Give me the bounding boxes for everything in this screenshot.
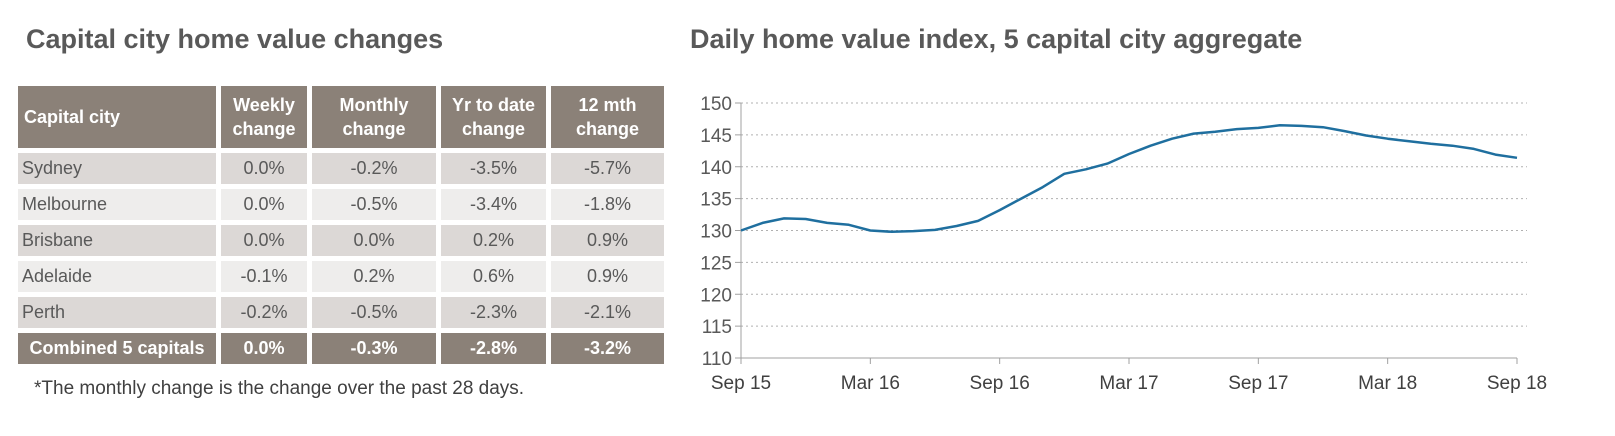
- city-name: Brisbane: [18, 225, 216, 256]
- table-cell: -0.2%: [221, 297, 307, 328]
- total-cell: 0.0%: [221, 333, 307, 364]
- total-cell: -0.3%: [312, 333, 436, 364]
- city-name: Perth: [18, 297, 216, 328]
- table-cell: -0.2%: [312, 153, 436, 184]
- y-tick-label: 125: [700, 253, 732, 274]
- table-cell: -5.7%: [551, 153, 664, 184]
- table-cell: -0.1%: [221, 261, 307, 292]
- table-cell: 0.2%: [441, 225, 546, 256]
- table-row: Brisbane 0.0% 0.0% 0.2% 0.9%: [18, 225, 664, 256]
- header-capital-city: Capital city: [18, 86, 216, 148]
- table-row: Adelaide -0.1% 0.2% 0.6% 0.9%: [18, 261, 664, 292]
- table-cell: -3.5%: [441, 153, 546, 184]
- table-cell: 0.6%: [441, 261, 546, 292]
- y-tick-label: 140: [700, 158, 732, 179]
- table-cell: 0.0%: [221, 153, 307, 184]
- y-tick-label: 120: [700, 285, 732, 306]
- total-label: Combined 5 capitals: [18, 333, 216, 364]
- city-name: Melbourne: [18, 189, 216, 220]
- table-cell: -2.3%: [441, 297, 546, 328]
- x-tick-label: Mar 16: [841, 373, 900, 394]
- table-cell: 0.9%: [551, 225, 664, 256]
- x-tick-label: Mar 18: [1358, 373, 1417, 394]
- total-cell: -2.8%: [441, 333, 546, 364]
- table-cell: 0.0%: [312, 225, 436, 256]
- x-tick-label: Sep 16: [970, 373, 1030, 394]
- header-12mth: 12 mth change: [551, 86, 664, 148]
- y-tick-label: 115: [702, 317, 732, 338]
- city-name: Sydney: [18, 153, 216, 184]
- total-row: Combined 5 capitals 0.0% -0.3% -2.8% -3.2%: [18, 333, 664, 364]
- table-row: Sydney 0.0% -0.2% -3.5% -5.7%: [18, 153, 664, 184]
- table-row: Perth -0.2% -0.5% -2.3% -2.1%: [18, 297, 664, 328]
- y-tick-label: 150: [700, 94, 732, 115]
- table-title: Capital city home value changes: [26, 24, 444, 54]
- table-cell: -0.5%: [312, 297, 436, 328]
- table-cell: -3.4%: [441, 189, 546, 220]
- table-cell: 0.0%: [221, 225, 307, 256]
- footnote: *The monthly change is the change over t…: [34, 378, 525, 399]
- table-cell: -0.5%: [312, 189, 436, 220]
- table-row: Melbourne 0.0% -0.5% -3.4% -1.8%: [18, 189, 664, 220]
- city-name: Adelaide: [18, 261, 216, 292]
- table-cell: -1.8%: [551, 189, 664, 220]
- table-cell: 0.2%: [312, 261, 436, 292]
- x-tick-label: Sep 17: [1228, 373, 1288, 394]
- table-header-row: Capital city Weekly change Monthly chang…: [18, 86, 664, 148]
- table-cell: 0.9%: [551, 261, 664, 292]
- x-tick-label: Sep 18: [1487, 373, 1547, 394]
- y-tick-label: 130: [700, 222, 732, 243]
- index-series-line: [740, 124, 1518, 234]
- x-tick-label: Sep 15: [711, 373, 771, 394]
- chart-title: Daily home value index, 5 capital city a…: [690, 24, 1303, 54]
- y-tick-label: 135: [700, 190, 732, 211]
- table-cell: -2.1%: [551, 297, 664, 328]
- total-cell: -3.2%: [551, 333, 664, 364]
- header-weekly: Weekly change: [221, 86, 307, 148]
- header-monthly: Monthly change: [312, 86, 436, 148]
- header-ytd: Yr to date change: [441, 86, 546, 148]
- x-tick-label: Mar 17: [1099, 373, 1158, 394]
- y-tick-label: 110: [702, 349, 732, 370]
- home-value-table: Capital city Weekly change Monthly chang…: [13, 81, 669, 369]
- y-tick-label: 145: [700, 126, 732, 147]
- table-cell: 0.0%: [221, 189, 307, 220]
